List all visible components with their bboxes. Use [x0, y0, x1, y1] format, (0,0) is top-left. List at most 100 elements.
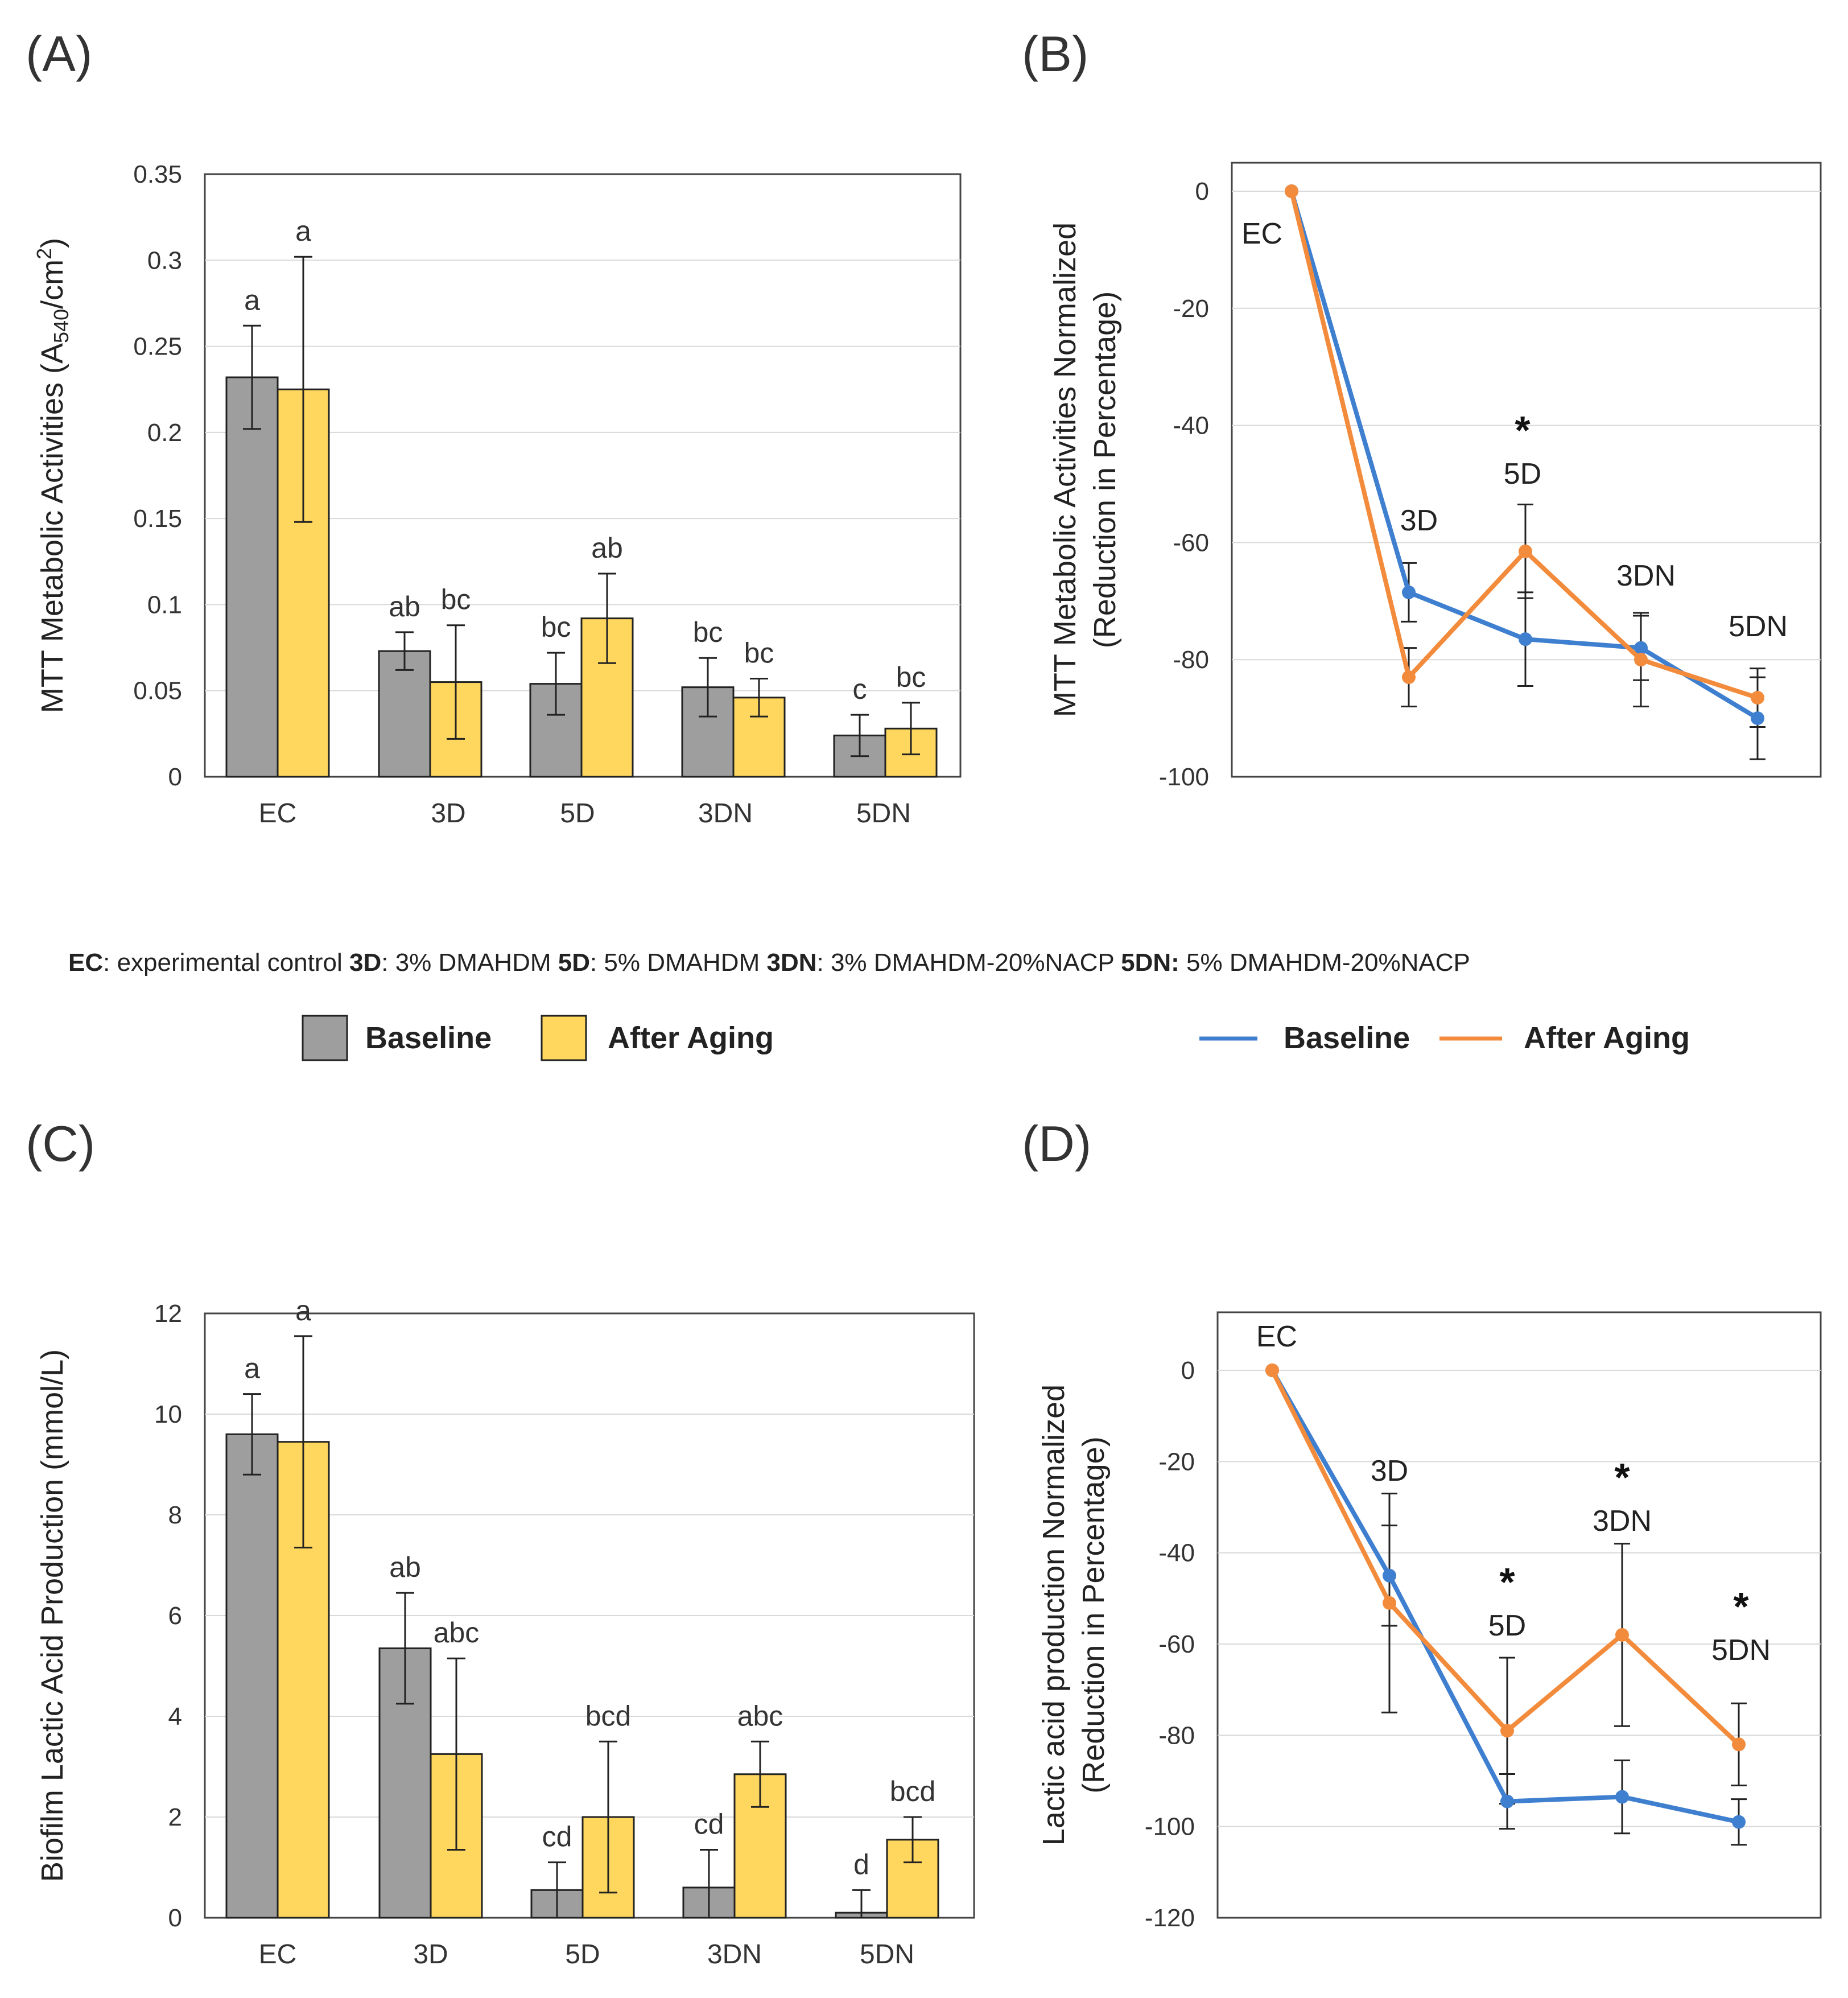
legend-label-baseline: Baseline: [365, 1021, 492, 1055]
data-point-after-aging-3dn: [1615, 1628, 1629, 1642]
legend-swatch-after-aging: [541, 1015, 587, 1061]
y-tick-label: 0.25: [133, 333, 182, 361]
category-label: 3D: [413, 1939, 448, 1970]
significance-letter-after-aging-3dn: bc: [744, 637, 774, 669]
data-point-baseline-3dn: [1634, 641, 1648, 655]
panel-d: (D) 0 -20 -40 -60 -80 -100 -120 Lactic acid prod…: [1022, 1115, 1822, 1932]
significance-letter-baseline-5d: cd: [542, 1821, 572, 1853]
y-tick-label: 0.05: [133, 677, 182, 705]
data-point-after-aging-3d: [1383, 1596, 1396, 1610]
category-label: 5DN: [860, 1939, 914, 1970]
def-text-5dn: 5% DMAHDM-20%NACP: [1179, 949, 1470, 977]
point-label-3d: 3D: [1400, 504, 1438, 537]
y-tick-label: 0: [168, 1904, 182, 1932]
y-axis-label: MTT Metabolic Activities (A540/cm2): [32, 238, 73, 713]
bar-baseline-ec: [225, 376, 279, 778]
y-axis-label-main: MTT Metabolic Activities (A: [35, 343, 69, 713]
y-tick-label: -120: [1145, 1904, 1195, 1932]
point-label-3dn: 3DN: [1593, 1505, 1652, 1538]
def-text-3dn: : 3% DMAHDM-20%NACP: [817, 949, 1121, 977]
bar-baseline-ec: [225, 1433, 279, 1919]
point-label-3dn: 3DN: [1616, 559, 1676, 592]
significance-letter-baseline-3d: ab: [389, 1551, 421, 1583]
y-tick-label: 8: [168, 1501, 182, 1529]
y-tick-label: -80: [1158, 1721, 1195, 1749]
line-legend: Baseline After Aging: [1199, 1021, 1690, 1055]
y-tick-label: 10: [154, 1400, 182, 1428]
y-axis-label-sup: 2: [32, 248, 56, 259]
data-point-after-aging-5d: [1500, 1724, 1514, 1738]
data-point-after-aging-3dn: [1634, 653, 1648, 667]
y-tick-label: 0.1: [147, 591, 182, 619]
legend-label-after-aging: After Aging: [608, 1021, 774, 1055]
data-point-baseline-5dn: [1751, 711, 1764, 726]
point-label-5d: 5D: [1504, 458, 1541, 491]
y-tick-label: -60: [1173, 529, 1209, 557]
significance-letter-baseline-5dn: d: [853, 1848, 869, 1880]
y-tick-label: -40: [1158, 1539, 1195, 1567]
point-label-5dn: 5DN: [1729, 610, 1788, 643]
significance-letter-after-aging-ec: a: [295, 1295, 311, 1326]
data-point-after-aging-5d: [1519, 544, 1532, 558]
y-tick-label: -20: [1173, 295, 1209, 323]
data-point-after-aging-5dn: [1732, 1737, 1746, 1752]
def-abbr-5dn: 5DN:: [1121, 949, 1179, 977]
panel-label: (D): [1022, 1115, 1091, 1172]
y-tick-label: 6: [168, 1602, 182, 1630]
significance-star-3dn: *: [1614, 1455, 1630, 1499]
y-tick-label: -20: [1158, 1448, 1195, 1476]
significance-letter-after-aging-3d: abc: [434, 1617, 480, 1649]
significance-letter-baseline-ec: a: [244, 1353, 260, 1385]
significance-letter-baseline-5dn: c: [853, 673, 867, 705]
significance-star-5d: *: [1499, 1560, 1515, 1604]
panel-label: (C): [26, 1115, 95, 1172]
y-tick-label: -60: [1158, 1630, 1195, 1658]
series-line-after-aging: [1270, 1369, 1740, 1746]
y-axis-label-mid: /cm: [35, 259, 69, 309]
y-tick-label: 0.35: [133, 160, 182, 188]
y-tick-label: 2: [168, 1803, 182, 1831]
def-text-ec: : experimental control: [103, 949, 349, 977]
category-label: EC: [259, 1939, 297, 1970]
category-label: 5DN: [856, 798, 911, 829]
y-axis-label: Biofilm Lactic Acid Production (mmol/L): [35, 1349, 69, 1882]
panel-b: (B) 0 -20 -40 -60 -80 -100 MTT Metabolic Activi…: [1022, 26, 1822, 791]
panel-c: (C) 0 2 4 6 8 10 12 Biofilm Lactic Acid Producti…: [26, 1115, 975, 1970]
y-tick-label: -100: [1145, 1813, 1195, 1841]
point-label-3d: 3D: [1371, 1455, 1408, 1488]
bar-legend: Baseline After Aging: [302, 1015, 774, 1061]
y-tick-label: 0: [1195, 178, 1209, 205]
y-axis-label-line-2: (Reduction in Percentage): [1076, 1436, 1111, 1793]
y-tick-label: 0.3: [147, 246, 182, 274]
plot-frame: [1216, 1311, 1822, 1919]
point-label-5d: 5D: [1488, 1609, 1526, 1642]
category-label: 5D: [560, 798, 595, 829]
y-tick-label: -40: [1173, 412, 1209, 440]
panel-label: (B): [1022, 26, 1088, 82]
legend-line-label-after-aging: After Aging: [1524, 1021, 1690, 1055]
def-abbr-3d: 3D: [349, 949, 381, 977]
point-label-5dn: 5DN: [1711, 1634, 1771, 1667]
point-label-ec: EC: [1241, 217, 1282, 250]
y-tick-label: 0: [168, 763, 182, 791]
data-point-baseline-5d: [1519, 632, 1532, 646]
panel-label: (A): [26, 26, 92, 82]
significance-letter-after-aging-5d: ab: [591, 532, 623, 564]
def-abbr-5d: 5D: [558, 949, 590, 977]
y-tick-label: 4: [168, 1703, 182, 1731]
def-text-3d: : 3% DMAHDM: [381, 949, 558, 977]
significance-star-5dn: *: [1733, 1584, 1749, 1629]
legend-swatch-baseline: [302, 1015, 348, 1061]
def-abbr-3dn: 3DN: [766, 949, 816, 977]
y-axis-label: MTT Metabolic Activities Normalized: [1048, 223, 1082, 717]
panel-a: (A) 0 0.05 0.1 0.15 0.2 0.25 0.3 0.35 MTT Metabol…: [26, 26, 962, 829]
significance-star-5d: *: [1515, 408, 1531, 452]
significance-letter-baseline-3dn: bc: [693, 616, 723, 648]
data-point-after-aging-ec: [1265, 1363, 1279, 1377]
significance-letter-after-aging-5dn: bc: [896, 661, 926, 693]
data-point-baseline-5d: [1500, 1794, 1514, 1809]
data-point-baseline-3d: [1383, 1568, 1396, 1583]
category-label: 3DN: [698, 798, 753, 829]
y-tick-label: 0.15: [133, 505, 182, 533]
significance-letter-after-aging-ec: a: [295, 215, 311, 247]
